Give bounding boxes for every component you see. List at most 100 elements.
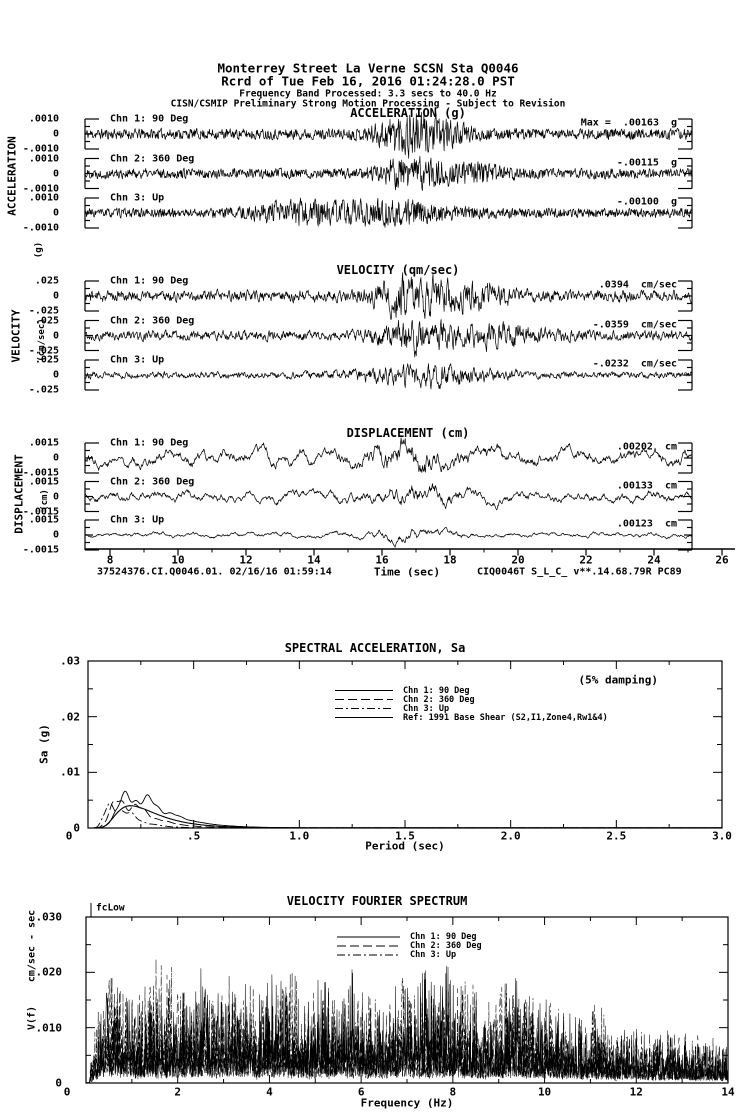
ytick-label: .025 — [34, 315, 59, 326]
station-title: Monterrey Street La Verne SCSN Sta Q0046 — [217, 60, 519, 76]
frequency-band-note: Frequency Band Processed: 3.3 secs to 40… — [239, 88, 497, 100]
ytick-label: 0 — [52, 128, 59, 140]
sa-yaxis-label: Sa (g) — [37, 724, 51, 764]
ytick-label: .025 — [34, 275, 59, 287]
waveform-velocity-ch2 — [84, 319, 693, 358]
channel-label: Chn 3: Up — [110, 192, 165, 204]
displacement-axis-label: DISPLACEMENT — [12, 454, 26, 534]
peak-units: g — [670, 157, 677, 168]
time-axis-label: Time (sec) — [373, 565, 441, 579]
peak-units: cm/sec — [640, 279, 677, 291]
record-datetime: Rcrd of Tue Feb 16, 2016 01:24:28.0 PST — [221, 73, 515, 89]
peak-value: -.0232 — [592, 358, 629, 370]
ytick-label: 0 — [52, 168, 59, 179]
sa-legend-ref: Ref: 1991 Base Shear (S2,I1,Zone4,Rw1&4) — [403, 712, 608, 723]
peak-annotation: .00202 cm — [605, 442, 677, 453]
peak-units: cm — [664, 441, 677, 453]
ytick-label: -.025 — [28, 345, 59, 356]
ytick-label: 0 — [52, 369, 59, 381]
peak-annotation: -.00115 g — [605, 157, 677, 168]
processing-note: CISN/CSMIP Preliminary Strong Motion Pro… — [170, 98, 566, 110]
channel-label: Chn 1: 90 Deg — [110, 437, 189, 449]
corner-frequency-label: fcLow — [96, 902, 125, 914]
ytick-label: .0010 — [28, 113, 59, 125]
sa-legend-ch1: Chn 1: 90 Deg — [403, 685, 470, 696]
peak-annotation: Max = .00163 g — [581, 118, 677, 129]
ytick-label: -.0010 — [22, 183, 59, 194]
peak-value: .00133 — [616, 480, 653, 491]
fourier-spectrum-ch3 — [86, 958, 729, 1083]
ytick-label: .0010 — [28, 153, 59, 164]
sa-curve-4 — [94, 805, 722, 829]
channel-label: Chn 3: Up — [110, 514, 165, 526]
channel-label: Chn 1: 90 Deg — [110, 275, 189, 287]
ytick-label: -.0010 — [22, 143, 59, 155]
processing-id-footer: CIQ0046T S_L_C_ v**.14.68.79R PC89 — [477, 566, 682, 578]
peak-value: .00202 — [616, 441, 653, 453]
velocity-axis-label: VELOCITY — [9, 309, 23, 363]
fourier-legend-ch3: Chn 3: Up — [410, 950, 457, 960]
ytick-label: 0 — [52, 491, 59, 502]
waveform-velocity-ch3 — [84, 363, 693, 390]
peak-value: .00163 — [622, 117, 659, 129]
peak-value: -.00100 — [616, 196, 659, 208]
waveform-velocity-ch1 — [84, 272, 693, 320]
peak-annotation: .00133 cm — [605, 480, 677, 491]
acceleration-section-title: ACCELERATION (g) — [350, 106, 466, 120]
ytick-label: 0 — [52, 330, 59, 341]
ytick-label: .025 — [34, 354, 59, 366]
peak-annotation: .0394 cm/sec — [587, 280, 677, 291]
waveform-acceleration-ch3 — [84, 197, 693, 228]
peak-annotation: .00123 cm — [605, 519, 677, 530]
waveform-displacement-ch3 — [84, 527, 693, 548]
fourier-title: VELOCITY FOURIER SPECTRUM — [286, 894, 468, 908]
waveform-acceleration-ch2 — [84, 155, 693, 191]
fourier-legend-ch2: Chn 2: 360 Deg — [410, 941, 482, 951]
peak-units: cm — [664, 480, 677, 491]
damping-note: (5% damping) — [578, 673, 658, 687]
fourier-yaxis-label: V(f) — [26, 1005, 38, 1031]
record-id-footer: 37524376.CI.Q0046.01. 02/16/16 01:59:14 — [97, 566, 332, 578]
fourier-units-label: cm/sec - sec — [26, 909, 38, 983]
fourier-spectrum-ch2 — [86, 974, 729, 1083]
peak-value: -.0359 — [592, 319, 629, 330]
peak-value: .00123 — [616, 518, 653, 530]
channel-label: Chn 2: 360 Deg — [110, 153, 195, 164]
frequency-axis-label: Frequency (Hz) — [360, 1096, 454, 1110]
ytick-label: 0 — [52, 207, 59, 219]
ytick-label: .0015 — [28, 437, 59, 449]
channel-label: Chn 3: Up — [110, 354, 165, 366]
peak-units: g — [670, 196, 677, 208]
ytick-label: 0 — [52, 452, 59, 464]
peak-value: -.00115 — [616, 157, 659, 168]
sa-curve-1 — [94, 790, 722, 829]
ytick-label: -.0015 — [22, 467, 59, 479]
ytick-label: -.025 — [28, 305, 59, 317]
channel-label: Chn 2: 360 Deg — [110, 476, 195, 487]
channel-label: Chn 1: 90 Deg — [110, 113, 189, 125]
peak-annotation: -.0232 cm/sec — [581, 359, 677, 370]
ytick-label: .0010 — [28, 192, 59, 204]
ytick-label: -.0015 — [22, 544, 59, 556]
sa-curve-3 — [94, 802, 722, 829]
peak-annotation: -.0359 cm/sec — [581, 319, 677, 330]
sa-legend-ch2: Chn 2: 360 Deg — [403, 694, 475, 705]
ytick-label: .0015 — [28, 476, 59, 487]
ytick-label: .0015 — [28, 514, 59, 526]
period-axis-label: Period (sec) — [365, 839, 445, 853]
peak-prefix: Max = — [580, 117, 611, 129]
channel-label: Chn 2: 360 Deg — [110, 315, 195, 326]
peak-value: .0394 — [598, 279, 629, 291]
ytick-label: -.0015 — [22, 506, 59, 517]
fourier-legend-ch1: Chn 1: 90 Deg — [410, 932, 477, 942]
peak-annotation: -.00100 g — [605, 197, 677, 208]
displacement-section-title: DISPLACEMENT (cm) — [346, 426, 470, 440]
velocity-section-title: VELOCITY (qm/sec) — [336, 263, 460, 277]
peak-units: cm — [664, 518, 677, 530]
waveform-displacement-ch2 — [84, 483, 692, 511]
peak-units: cm/sec — [640, 358, 677, 370]
ytick-label: -.025 — [28, 384, 59, 396]
ytick-label: 0 — [52, 529, 59, 541]
sa-title: SPECTRAL ACCELERATION, Sa — [284, 641, 466, 655]
